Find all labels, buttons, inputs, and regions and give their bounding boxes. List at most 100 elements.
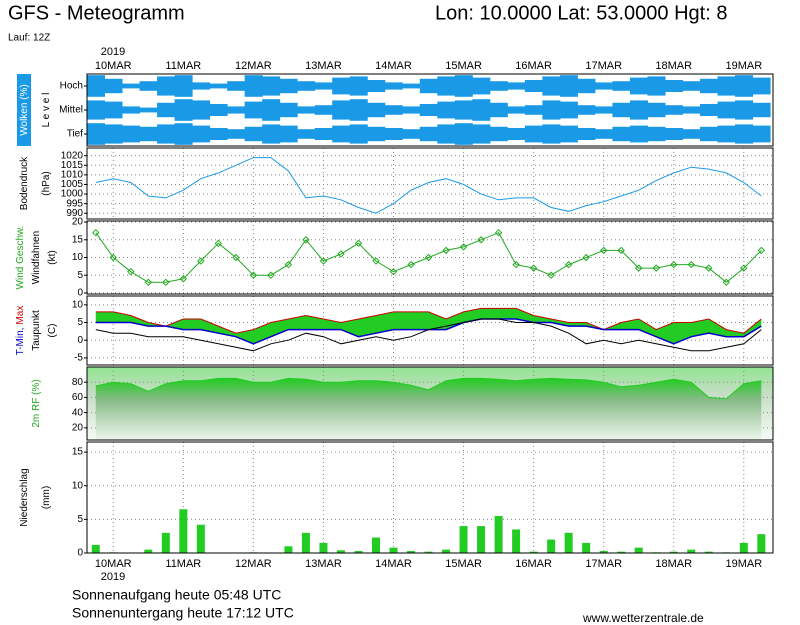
year-bottom: 2019 [101,571,125,583]
cloud-cell [279,78,298,94]
wind-marker [459,243,468,251]
cloud-cell [594,106,613,114]
wind-marker [687,260,695,269]
y-axis-label: Wolken (%) [19,84,30,136]
y-tick-label: 1000 [61,189,84,200]
cloud-cell [244,126,263,142]
precip-bar [424,551,433,553]
tmax-line [95,307,762,334]
cloud-cell [332,100,351,120]
cloud-cell [700,78,719,94]
x-tick-label-top: 17MAR [585,60,622,72]
cloud-cell [139,107,158,113]
cloud-cell [437,76,456,96]
x-tick-label-top: 18MAR [655,60,692,72]
cloud-cell [542,76,561,96]
cloud-cell [122,83,141,89]
cloud-cell [122,125,141,143]
x-tick-label-bottom: 15MAR [445,558,482,570]
cloud-cell [472,77,491,95]
cloud-cell [384,105,403,115]
y-axis-label-part: Windfahnen [31,231,42,284]
cloud-cell [349,124,368,144]
wind-line [95,232,762,283]
y-tick-label: 0 [77,548,83,559]
wind-marker [705,264,713,272]
precip-bar [91,544,100,553]
cloud-cell [192,125,211,143]
wind-marker [494,228,503,237]
cloud-cell [612,126,631,142]
cloud-cell [489,102,508,118]
precip-bar [336,550,345,553]
wind-marker [407,260,415,269]
cloud-cell [594,129,613,139]
cloud-cell [594,82,613,90]
y-tick-label: 995 [66,198,83,209]
precip-bar [389,547,398,553]
cloud-cell [682,81,701,91]
precip-bar [757,534,766,553]
precip-bar [634,547,643,553]
x-tick-label-top: 14MAR [375,60,412,72]
wind-marker [162,278,170,287]
wind-marker [424,253,433,262]
x-tick-label-bottom: 18MAR [655,558,692,570]
cloud-cell [700,126,719,142]
precip-bar [512,529,521,553]
wind-marker [214,239,223,248]
y-axis-label-part: (kt) [47,250,58,264]
y-axis-label: (hPa) [41,171,52,195]
y-axis-label: 2m RF (%) [31,379,42,427]
x-tick-label-top: 11MAR [165,60,201,72]
precip-bar [144,549,153,553]
y-axis-label: T-Min, Max [15,306,26,356]
dewpoint-line [95,318,762,352]
y-axis-label: Windfahnen [31,231,42,284]
wind-marker [267,271,275,279]
wind-marker [232,253,240,262]
panel-background [87,148,773,219]
cloud-cell [174,75,193,97]
wind-marker [564,260,573,269]
y-tick-label: 40 [72,407,84,418]
location: Lon: 10.0000 Lat: 53.0000 Hgt: 8 [435,2,727,24]
cloud-cell [717,76,736,96]
cloud-cell [472,99,491,121]
cloud-cell [297,129,316,139]
cloud-cell [262,99,281,121]
sunset: Sonnenuntergang heute 17:12 UTC [72,605,294,621]
cloud-cell [647,102,666,118]
cloud-cell [419,104,438,116]
wind-marker [477,236,485,244]
precip-bar [599,550,608,553]
precip-bar [704,551,713,553]
y-tick-label: 990 [66,208,83,219]
y-axis-label: (mm) [41,486,52,509]
cloud-cell [524,80,543,92]
wind-marker [389,267,398,276]
cloud-cell [419,126,438,142]
cloud-cell [524,125,543,143]
title: GFS - Meteogramm [8,2,185,24]
precip-bar [529,551,538,553]
x-tick-label-top: 10MAR [95,60,132,72]
cloud-cell [629,125,648,143]
cloud-cell [332,77,351,95]
panel-frame [86,147,774,220]
cloud-cell [682,106,701,114]
precip-bar [547,539,556,553]
x-tick-label-top: 15MAR [445,60,482,72]
cloud-cell [314,82,333,90]
y-axis-label-part: Max [15,306,26,325]
ylabel-bg [17,74,31,146]
wind-marker [127,267,135,276]
cloud-cell [174,99,193,121]
y-tick-label: 5 [77,514,83,525]
cloud-cell [297,106,316,114]
y-axis-label-part: Wind Geschw. [15,226,26,290]
wind-marker [197,257,205,265]
cloud-cell [647,126,666,142]
pressure-line [95,157,762,214]
y-axis-label-part: L e v e l [41,93,52,128]
